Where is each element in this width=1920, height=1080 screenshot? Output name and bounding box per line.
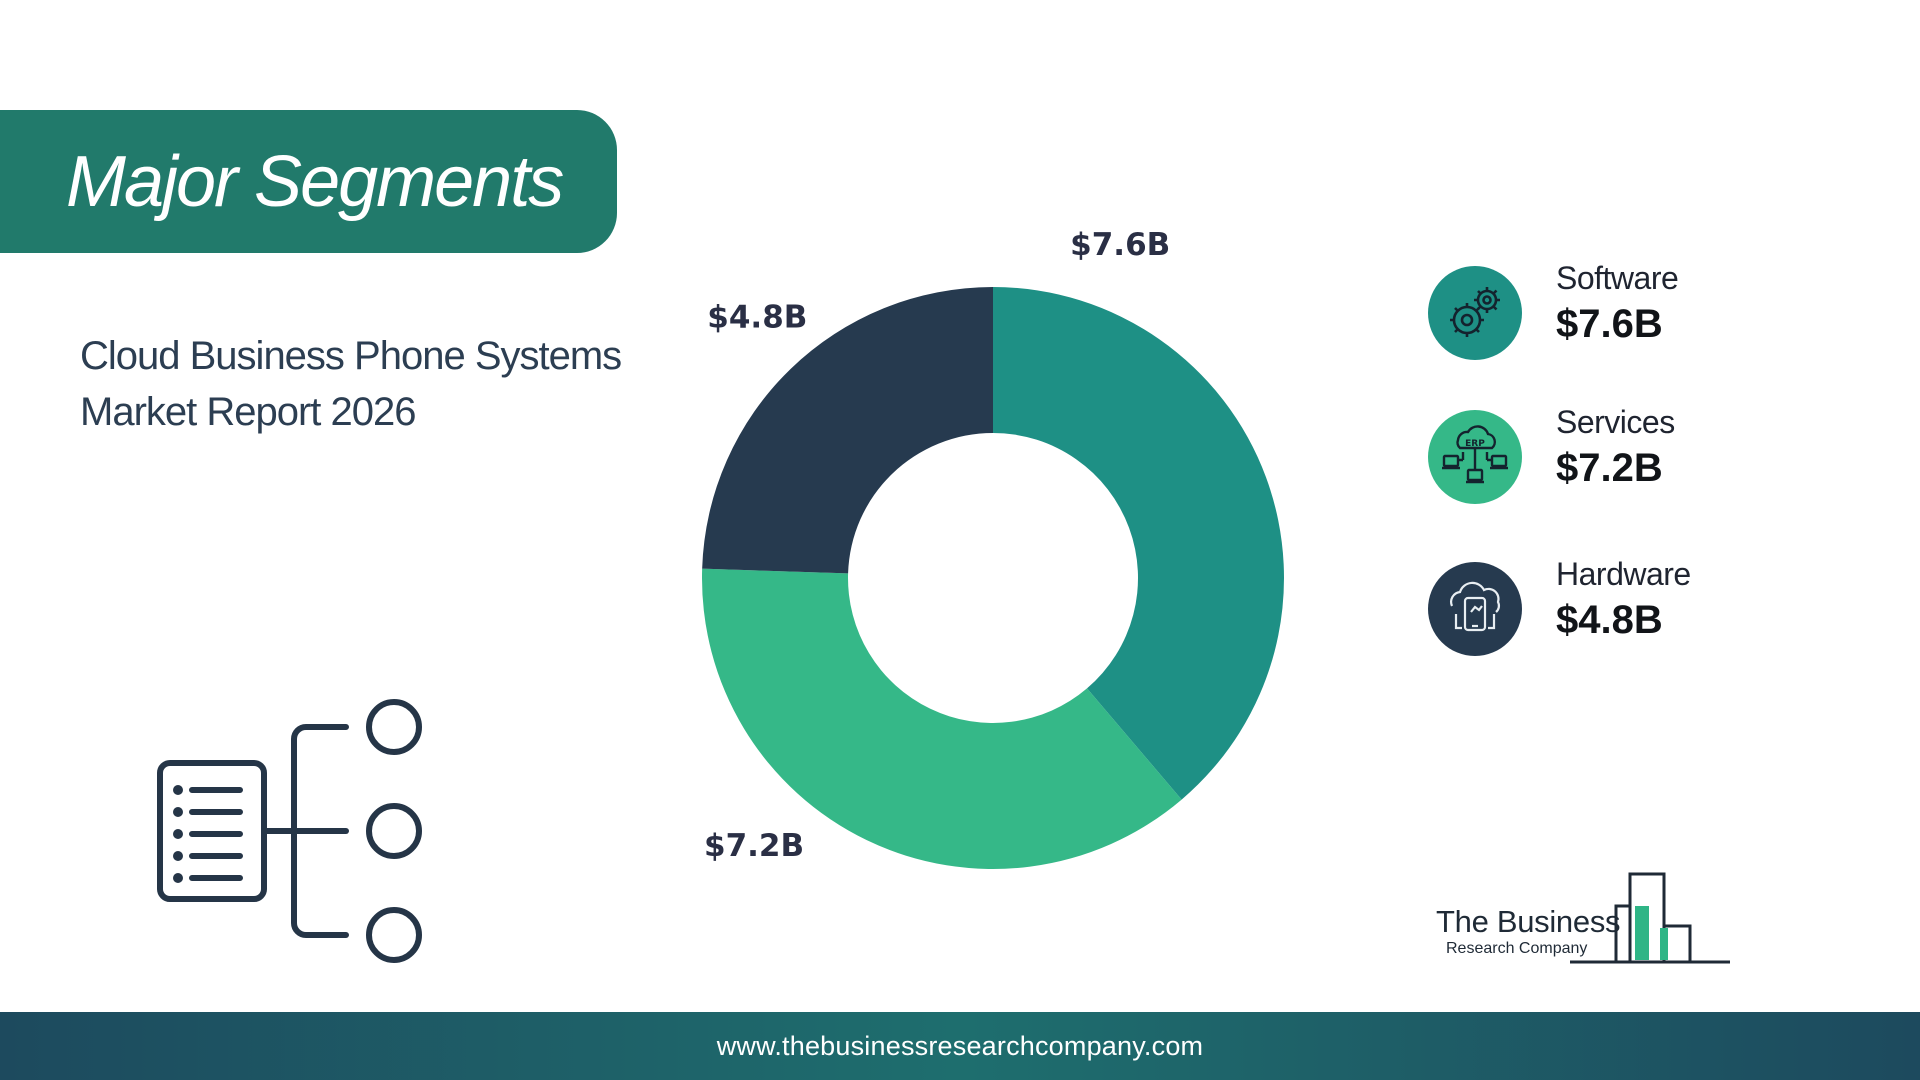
data-label-software: $7.6B: [1070, 227, 1170, 263]
legend-item-hardware: Hardware $4.8B: [1428, 556, 1848, 656]
hierarchy-list-icon: [157, 699, 422, 963]
report-title-line-1: Cloud Business Phone Systems: [80, 334, 622, 378]
footer-bar: www.thebusinessresearchcompany.com: [0, 1012, 1920, 1080]
footer-url-link[interactable]: www.thebusinessresearchcompany.com: [716, 1030, 1204, 1061]
legend-label-services: Services: [1556, 404, 1675, 440]
logo-name: The Business: [1436, 904, 1621, 939]
legend-item-software: Software $7.6B: [1428, 260, 1848, 360]
donut-slice-software: [993, 287, 1284, 800]
legend-label-software: Software: [1556, 260, 1679, 296]
data-label-services: $7.2B: [704, 828, 804, 864]
legend-value-hardware: $4.8B: [1556, 598, 1663, 642]
gears-icon: [1428, 266, 1522, 360]
donut-slice-hardware: [702, 287, 993, 574]
legend-value-software: $7.6B: [1556, 302, 1663, 346]
data-label-hardware: $4.8B: [707, 300, 807, 336]
title-banner: Major Segments: [0, 110, 617, 253]
cloud-phone-icon: [1428, 562, 1522, 656]
donut-slice-services: [702, 568, 1182, 869]
svg-text:ERP: ERP: [1465, 439, 1485, 449]
logo-subtitle: Research Company: [1446, 940, 1588, 957]
legend-label-hardware: Hardware: [1556, 556, 1691, 592]
legend-value-services: $7.2B: [1556, 446, 1663, 490]
erp-cloud-icon: ERP: [1428, 410, 1522, 504]
report-title: Cloud Business Phone Systems Market Repo…: [80, 328, 680, 440]
report-title-line-2: Market Report 2026: [80, 390, 417, 434]
page-title: Major Segments: [66, 141, 564, 222]
legend-item-services: ERP Services $7.2B: [1428, 404, 1848, 504]
company-logo: The Business Research Company: [1430, 870, 1750, 970]
